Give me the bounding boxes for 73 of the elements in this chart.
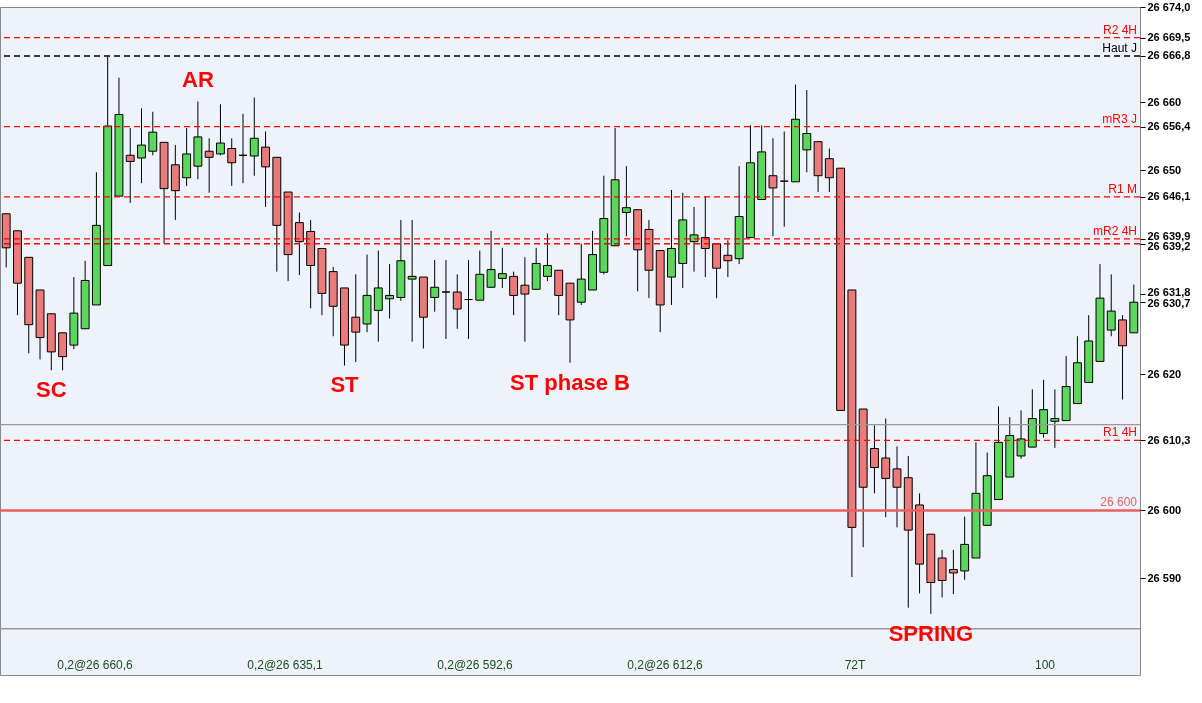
y-tick-label: 26 639,2 (1147, 240, 1191, 253)
y-tick-label: 26 646,1 (1147, 190, 1191, 203)
candlestick (576, 243, 586, 306)
annotation: ST (330, 372, 360, 398)
candlestick (125, 127, 135, 204)
candlestick (227, 137, 237, 187)
candlestick (509, 271, 519, 316)
candlestick (689, 206, 699, 273)
candlestick (385, 263, 395, 320)
y-tick-label: 26 631,8 (1147, 286, 1191, 299)
candlestick (948, 549, 958, 595)
candlestick (802, 89, 812, 173)
candlestick (452, 273, 462, 330)
y-tick-label: 26 669,5 (1147, 31, 1191, 44)
y-tick-label: 26 660 (1147, 95, 1182, 108)
candlestick (261, 130, 270, 208)
candlestick (1050, 388, 1060, 449)
candlestick (294, 211, 304, 276)
y-tick-label: 26 600 (1147, 503, 1182, 516)
candlestick (768, 137, 778, 237)
candlestick (881, 418, 891, 518)
candlestick (249, 96, 259, 177)
candlestick (148, 111, 158, 156)
y-tick-label: 26 610,3 (1147, 433, 1191, 446)
y-tick-label: 26 620 (1147, 367, 1182, 380)
candlestick (441, 259, 451, 340)
annotation: AR (182, 66, 214, 92)
annotation: 100 (1034, 658, 1056, 672)
y-tick-label: 26 674,0 (1147, 0, 1191, 13)
candlestick (779, 130, 789, 228)
candlestick (497, 247, 507, 289)
candlestick (58, 332, 68, 371)
annotation: ST phase B (510, 369, 630, 395)
candlestick (204, 137, 214, 194)
ref-line-label: R1 4H (1102, 425, 1137, 440)
candlestick (216, 103, 225, 156)
ref-line-label: Haut J (1102, 40, 1137, 55)
y-tick-label: 26 639,9 (1147, 229, 1191, 242)
annotation: 72T (844, 658, 866, 672)
y-tick-label: 26 590 (1147, 571, 1182, 584)
ref-line-label: R2 4H (1102, 22, 1137, 37)
ref-line-label: mR2 4H (1092, 223, 1137, 238)
candlestick (543, 233, 552, 282)
y-tick-label: 26 666,8 (1147, 49, 1191, 62)
annotation: 0,2@26 612,6 (627, 658, 704, 672)
candlestick (723, 239, 733, 278)
annotation: 0,2@26 592,6 (437, 658, 514, 672)
candlestick (520, 256, 530, 343)
candlestick (824, 147, 834, 193)
candlestick (430, 259, 440, 313)
ref-line-label: R1 M (1108, 181, 1137, 196)
candlestick (1106, 273, 1116, 337)
candlestick (486, 230, 496, 289)
candlestick (937, 549, 947, 598)
ref-line-label: 26 600 (1100, 495, 1138, 510)
y-tick-label: 26 656,4 (1147, 120, 1192, 133)
annotation: 0,2@26 660,6 (57, 658, 134, 672)
annotation: SC (36, 377, 67, 403)
candlestick (182, 127, 192, 187)
y-tick-label: 26 630,7 (1147, 296, 1191, 309)
candlestick (1039, 379, 1049, 439)
candlestick (892, 445, 902, 528)
candlestick (870, 424, 879, 494)
candlestick (407, 219, 417, 343)
candlestick (137, 107, 146, 184)
candlestick (1016, 409, 1026, 460)
candlestick (621, 165, 631, 237)
candlestick (373, 250, 383, 343)
ref-line-label: mR3 J (1102, 111, 1137, 126)
y-tick-label: 26 650 (1147, 163, 1182, 176)
annotation: 0,2@26 635,1 (247, 658, 324, 672)
annotation: SPRING (888, 620, 974, 646)
candlestick (351, 273, 361, 363)
